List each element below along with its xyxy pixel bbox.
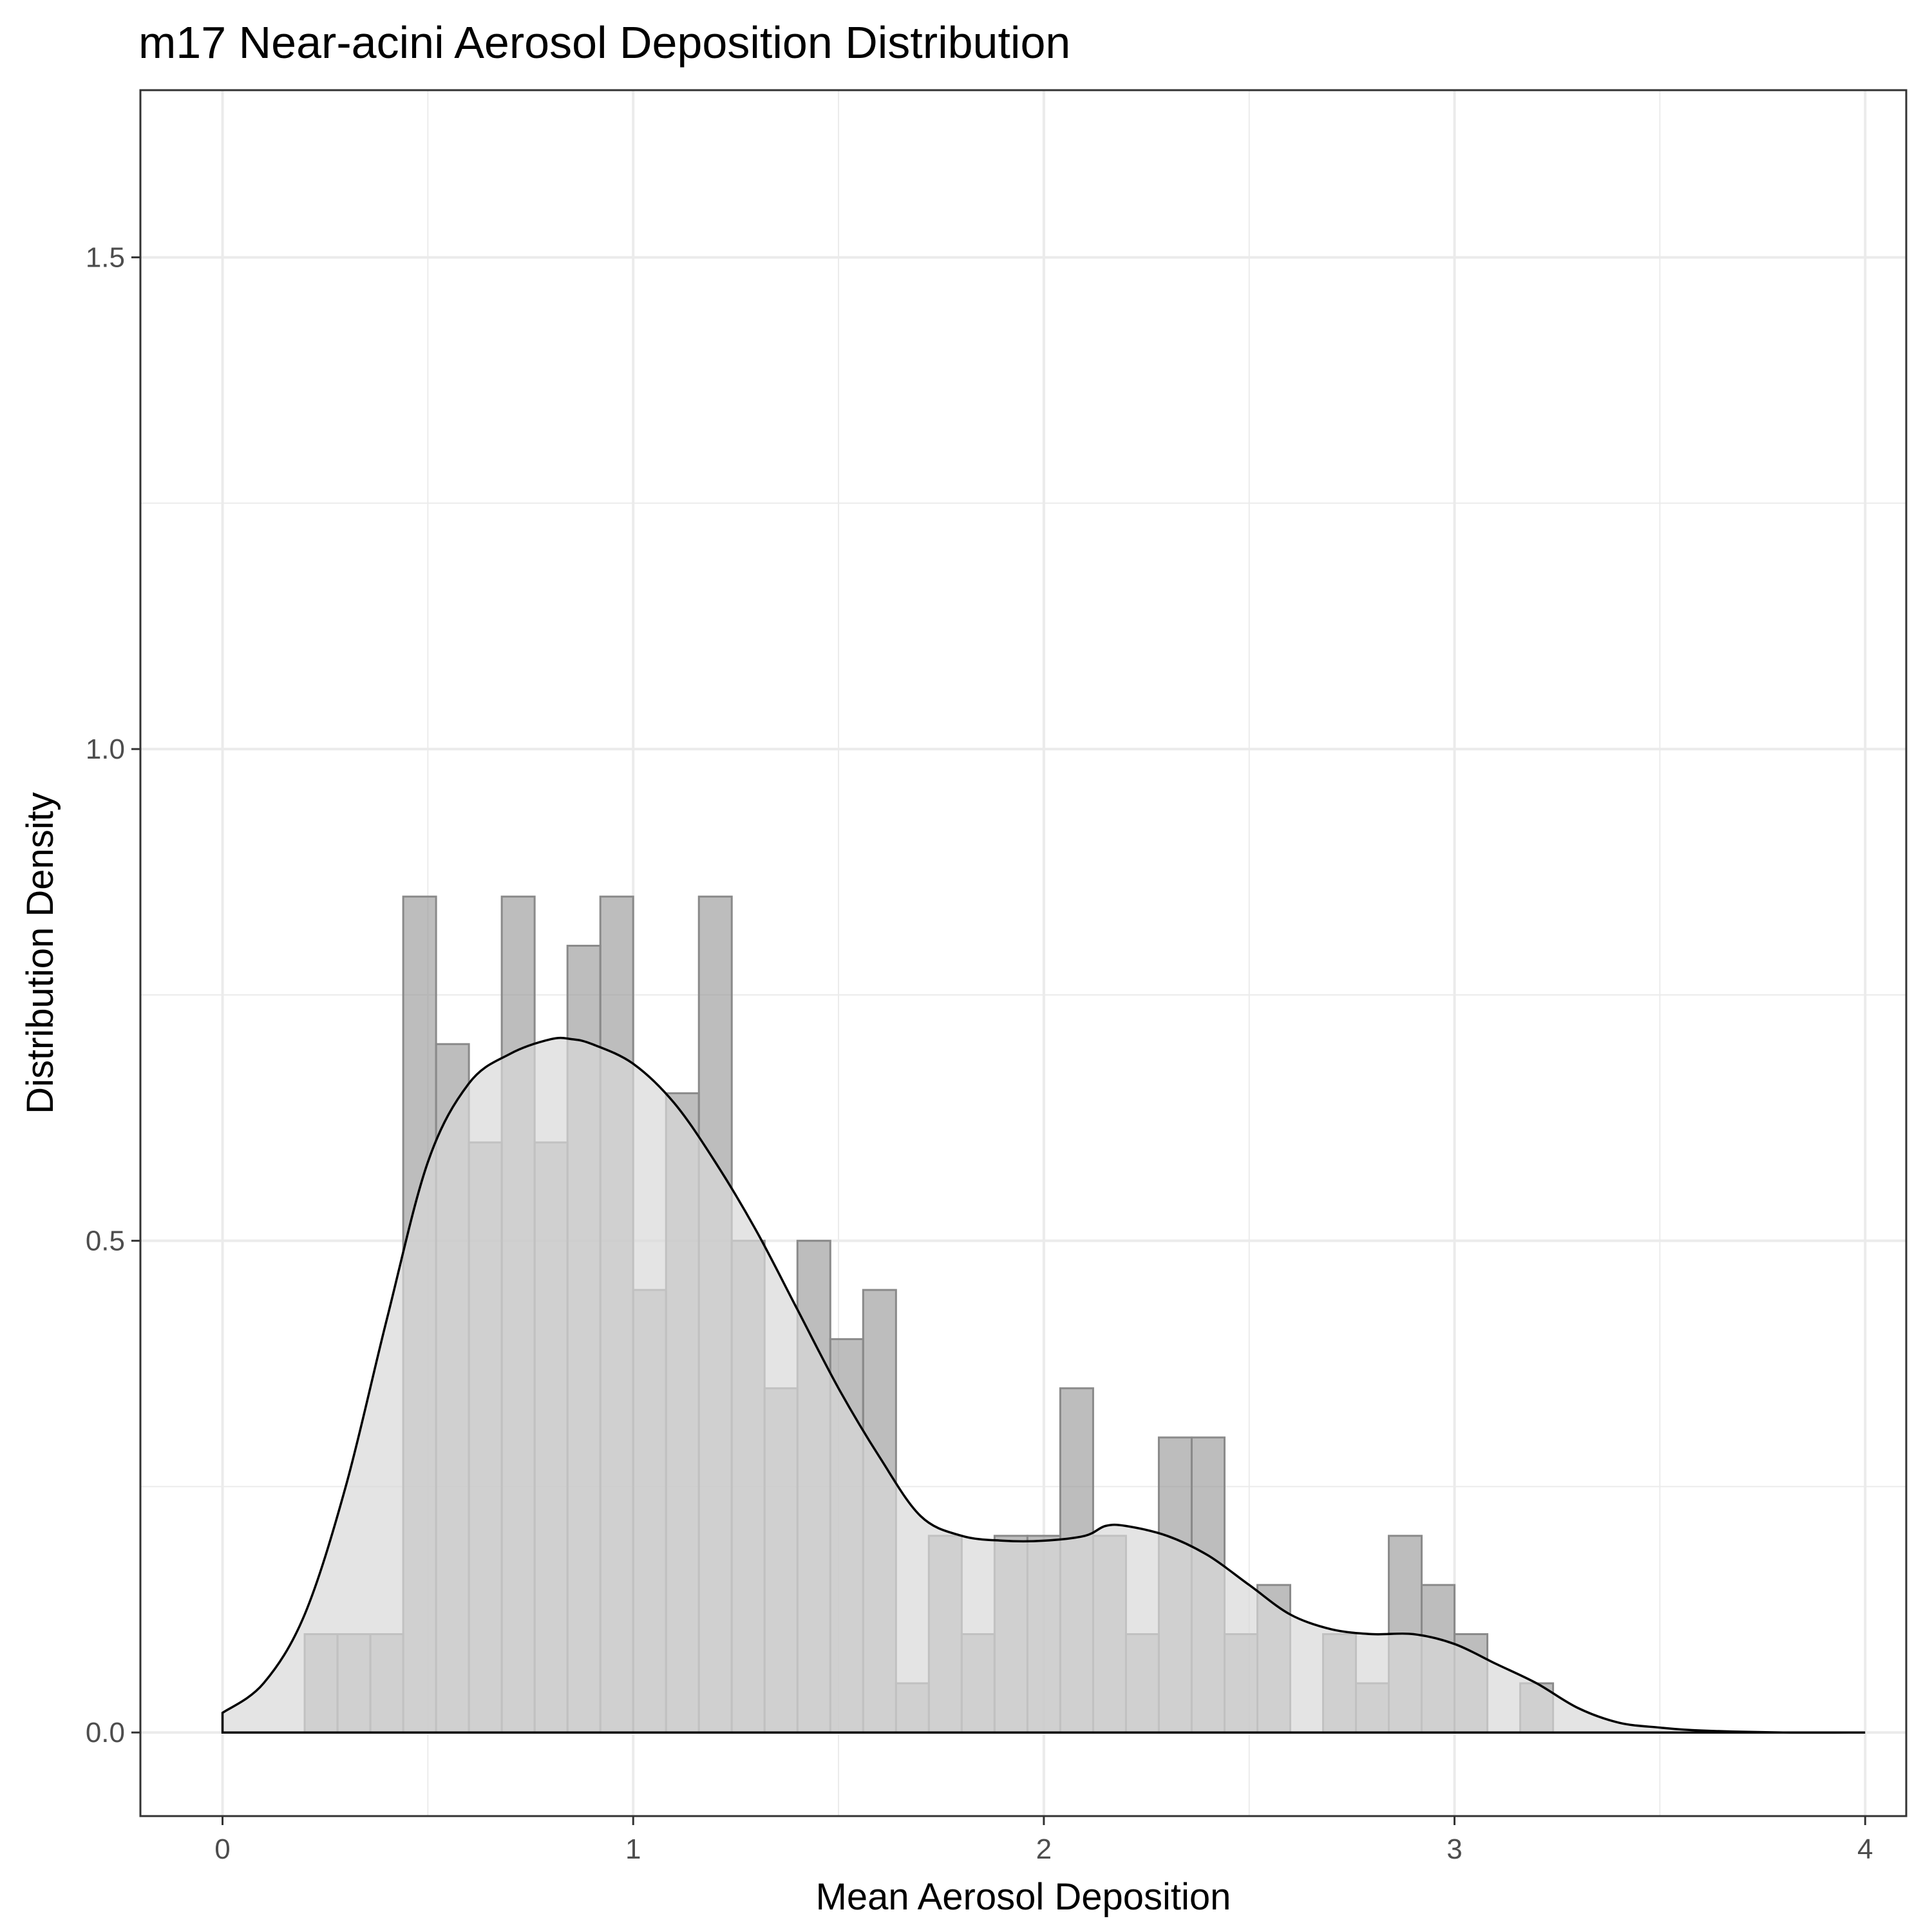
chart-title: m17 Near-acini Aerosol Deposition Distri… [138, 17, 1070, 68]
density-curve [221, 1036, 1866, 1734]
x-tick-label: 4 [1857, 1833, 1873, 1865]
x-tick-label: 3 [1446, 1833, 1462, 1865]
x-tick-label: 1 [625, 1833, 641, 1865]
y-axis-title: Distribution Density [19, 792, 61, 1114]
density-line [221, 1036, 1866, 1734]
y-tick-label: 0.5 [86, 1226, 125, 1257]
x-tick-label: 2 [1036, 1833, 1052, 1865]
axes: 0 1 2 3 4 0.0 0.5 1.0 1.5 [86, 242, 1873, 1865]
x-axis-title: Mean Aerosol Deposition [816, 1876, 1231, 1918]
density-area [222, 1037, 1866, 1733]
plot-panel [139, 89, 1908, 1817]
y-tick-label: 1.5 [86, 242, 125, 274]
y-tick-label: 1.0 [86, 734, 125, 765]
x-tick-label: 0 [214, 1833, 230, 1865]
y-tick-label: 0.0 [86, 1717, 125, 1748]
